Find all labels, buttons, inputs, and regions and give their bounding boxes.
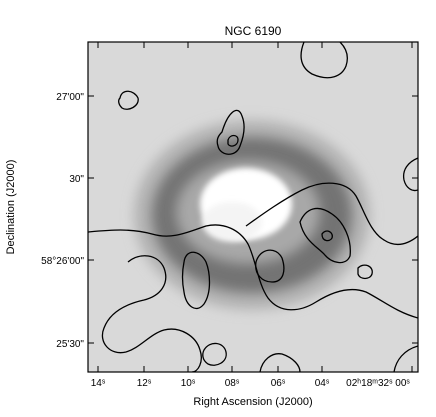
y-axis — [88, 95, 418, 344]
contour-left-wave — [101, 255, 202, 372]
contour-right-inner — [321, 230, 333, 242]
x-tick-label: 14ˢ — [91, 378, 106, 389]
x-tick-labels: 14ˢ 12ˢ 10ˢ 08ˢ 06ˢ 04ˢ 02ʰ18ᵐ32ˢ 00ˢ — [91, 378, 411, 389]
y-tick-label: 58°26'00" — [41, 256, 84, 267]
y-tick-label: 27'00" — [56, 92, 84, 103]
contour-upper-inner — [227, 134, 239, 147]
figure-title: NGC 6190 — [225, 24, 282, 38]
x-axis-label: Right Ascension (J2000) — [193, 396, 312, 408]
x-tick-label: 06ˢ — [271, 378, 286, 389]
contour-left-lobe — [181, 251, 211, 309]
contour-bottom-loop — [202, 342, 227, 366]
y-tick-labels: 27'00" 30" 58°26'00" 25'30" — [41, 92, 84, 350]
contour-diagonal-arc — [245, 182, 418, 246]
x-tick-label: 08ˢ — [225, 378, 240, 389]
contour-right-small — [357, 264, 373, 280]
x-tick-label: 12ˢ — [137, 378, 152, 389]
contour-bottom-far-right — [393, 345, 418, 372]
contour-top-right — [300, 42, 348, 79]
contour-right-lobe — [299, 207, 351, 264]
x-tick-label: 04ˢ — [315, 378, 330, 389]
plot-frame — [87, 41, 419, 373]
galaxy-image — [88, 42, 418, 372]
y-axis-label: Declination (J2000) — [5, 160, 17, 255]
x-axis — [97, 42, 413, 372]
y-tick-label: 30" — [69, 174, 84, 185]
x-tick-label: 10ˢ — [181, 378, 196, 389]
y-tick-label: 25'30" — [56, 339, 84, 350]
contour-mid-loop — [255, 249, 285, 283]
contour-bottom-right — [259, 353, 301, 372]
contour-large-envelope — [88, 224, 418, 319]
radio-contours — [88, 42, 418, 372]
contour-upper-lobe — [216, 109, 245, 155]
core-extension — [202, 202, 262, 242]
contour-right-edge — [402, 157, 418, 192]
contour-small-loop — [118, 90, 139, 110]
x-tick-label: 02ʰ18ᵐ32ˢ 00ˢ — [346, 378, 410, 389]
